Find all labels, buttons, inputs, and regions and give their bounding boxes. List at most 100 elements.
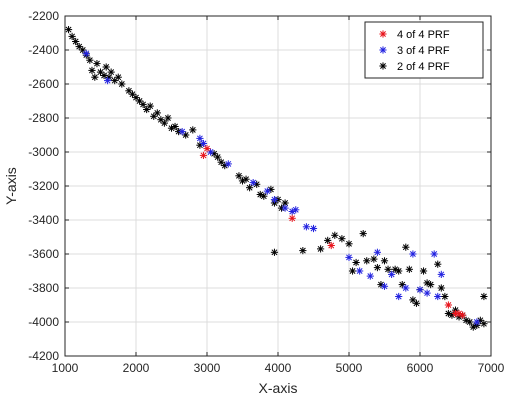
x-tick-label: 3000 — [194, 361, 221, 375]
data-point — [171, 122, 179, 131]
data-point — [331, 231, 339, 239]
y-tick-label: -3200 — [28, 179, 59, 193]
data-point — [260, 192, 268, 200]
legend: 4 of 4 PRF 3 of 4 PRF 2 of 4 PRF — [364, 21, 484, 79]
data-point — [64, 26, 73, 34]
data-point — [363, 257, 371, 265]
data-point — [348, 267, 357, 275]
legend-marker — [379, 30, 387, 38]
legend-label: 3 of 4 PRF — [397, 45, 450, 57]
data-point — [82, 49, 90, 57]
data-point — [345, 253, 353, 261]
data-point — [423, 289, 431, 297]
data-point — [480, 292, 488, 301]
data-point — [469, 323, 477, 331]
data-point — [437, 270, 445, 278]
data-point — [459, 311, 467, 319]
data-points — [64, 26, 488, 331]
data-point — [270, 248, 279, 256]
data-point — [380, 257, 389, 265]
data-point — [480, 320, 488, 328]
data-point — [395, 292, 403, 301]
data-point — [93, 60, 101, 68]
data-point — [380, 282, 389, 290]
y-tick-label: -2600 — [28, 77, 59, 91]
data-point — [199, 139, 208, 148]
data-point — [88, 66, 96, 74]
data-point — [434, 260, 442, 268]
y-axis-label: Y-axis — [3, 167, 19, 205]
y-tick-label: -2200 — [28, 9, 59, 23]
data-point — [75, 43, 83, 51]
data-point — [409, 250, 417, 258]
data-point — [427, 281, 435, 289]
data-point — [217, 158, 225, 166]
y-tick-label: -4000 — [28, 315, 59, 329]
data-point — [164, 114, 172, 122]
data-point — [352, 258, 360, 267]
data-point — [402, 243, 410, 251]
data-point — [388, 270, 396, 278]
data-point — [72, 37, 80, 46]
data-point — [384, 265, 392, 273]
data-point — [402, 284, 410, 292]
data-point — [242, 175, 250, 183]
x-axis-label: X-axis — [259, 380, 298, 396]
grid — [65, 16, 491, 356]
data-point — [373, 264, 381, 272]
data-point — [270, 196, 279, 204]
data-point — [437, 284, 445, 292]
data-point — [444, 301, 452, 309]
data-point — [114, 73, 122, 81]
data-point — [224, 160, 232, 168]
data-point — [302, 223, 310, 231]
data-point — [91, 73, 99, 81]
data-point — [441, 292, 449, 301]
data-point — [68, 32, 76, 40]
data-point — [338, 235, 346, 243]
data-point — [249, 179, 257, 187]
x-tick-label: 7000 — [478, 361, 505, 375]
data-point — [104, 77, 112, 85]
y-tick-label: -2800 — [28, 111, 59, 125]
data-point — [317, 245, 325, 253]
legend-marker — [379, 62, 387, 70]
data-point — [102, 63, 110, 71]
data-point — [199, 151, 208, 159]
data-point — [370, 255, 378, 263]
data-point — [405, 265, 413, 273]
data-point — [359, 230, 367, 238]
data-point — [309, 224, 318, 233]
y-tick-label: -3800 — [28, 281, 59, 295]
data-point — [139, 100, 147, 108]
data-point — [178, 128, 186, 136]
legend-marker — [379, 46, 387, 54]
x-tick-label: 6000 — [407, 361, 434, 375]
data-point — [281, 204, 289, 212]
data-point — [299, 247, 307, 255]
data-point — [345, 240, 353, 248]
data-point — [107, 68, 115, 76]
data-point — [189, 126, 197, 134]
y-tick-label: -3000 — [28, 145, 59, 159]
data-point — [292, 206, 300, 214]
data-point — [132, 94, 140, 102]
data-point — [146, 102, 154, 110]
data-point — [214, 153, 222, 161]
y-tick-label: -4200 — [28, 349, 59, 363]
y-tick-label: -3400 — [28, 213, 59, 227]
data-point — [356, 267, 364, 275]
y-tick-label: -3600 — [28, 247, 59, 261]
data-point — [327, 241, 335, 250]
x-tick-label: 2000 — [123, 361, 150, 375]
data-point — [153, 109, 161, 117]
data-point — [324, 236, 332, 244]
legend-label: 4 of 4 PRF — [397, 29, 450, 41]
data-point — [246, 184, 254, 192]
data-point — [160, 119, 168, 127]
data-point — [366, 272, 374, 280]
x-tick-label: 1000 — [52, 361, 79, 375]
data-point — [235, 172, 243, 180]
data-point — [281, 199, 289, 207]
x-tick-label: 4000 — [265, 361, 292, 375]
